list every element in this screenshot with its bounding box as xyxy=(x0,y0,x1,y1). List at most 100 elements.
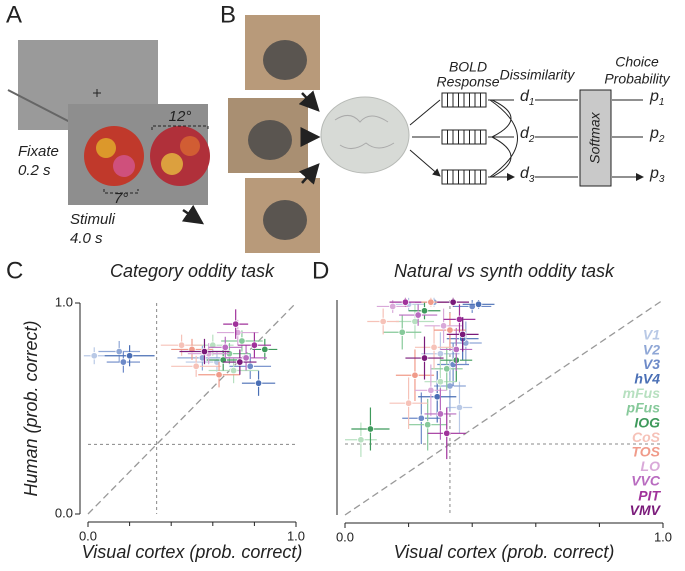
point xyxy=(430,343,438,351)
pair-arc xyxy=(489,99,518,178)
point xyxy=(379,317,387,326)
label: Choice xyxy=(615,54,659,70)
point xyxy=(436,410,445,418)
arrow xyxy=(181,204,205,225)
point xyxy=(90,352,98,360)
point xyxy=(443,429,451,437)
label: BOLD xyxy=(449,59,487,75)
point xyxy=(250,341,259,349)
point xyxy=(417,414,426,422)
symbol: d2 xyxy=(520,125,535,144)
x-tick-label: 0.0 xyxy=(336,529,354,544)
point xyxy=(398,328,406,336)
size-label: 12° xyxy=(169,108,192,125)
point xyxy=(261,345,269,354)
point xyxy=(246,362,254,370)
chart-title: Category oddity task xyxy=(110,261,275,281)
shadow xyxy=(7,89,71,123)
panel-b: BOLD Response Dissimilarity Choice Proba… xyxy=(228,15,671,253)
point xyxy=(452,345,460,354)
point xyxy=(427,298,435,306)
point xyxy=(455,315,464,324)
point xyxy=(231,320,240,328)
point xyxy=(474,300,483,308)
symbol-index: 1 xyxy=(529,97,535,108)
point xyxy=(125,352,134,360)
elephant xyxy=(263,200,307,240)
point xyxy=(238,337,246,345)
stimulus xyxy=(96,138,116,158)
legend-entry: VVC xyxy=(631,473,661,489)
point xyxy=(420,307,429,315)
arrow xyxy=(409,99,440,176)
phase-label: Stimuli xyxy=(70,211,116,228)
identity-line xyxy=(344,299,664,516)
size-label: 7° xyxy=(114,190,128,207)
point xyxy=(200,347,209,356)
symbol-letter: d xyxy=(520,88,530,105)
softmax-label: Softmax xyxy=(587,111,603,163)
point xyxy=(357,436,365,444)
point xyxy=(401,298,410,306)
panel-label: A xyxy=(6,1,22,28)
symbol: d3 xyxy=(520,165,535,184)
identity-line xyxy=(87,302,297,515)
response-vectors xyxy=(441,92,487,185)
point xyxy=(439,322,448,330)
point xyxy=(404,399,413,407)
panel-a: 12° 7° Fixate 0.2 s Stimuli 4.0 s xyxy=(7,40,210,247)
point xyxy=(455,403,464,412)
legend-entry: TOS xyxy=(631,444,660,460)
elephant xyxy=(263,40,307,80)
y-tick-label: 1.0 xyxy=(55,294,73,309)
stimulus xyxy=(84,126,144,186)
symbol-index: 2 xyxy=(528,134,535,145)
point xyxy=(446,382,454,390)
x-axis-label: Visual cortex (prob. correct) xyxy=(394,542,615,562)
point xyxy=(449,298,457,306)
softmax-box xyxy=(579,89,612,187)
point xyxy=(242,354,250,362)
point xyxy=(443,365,451,373)
elephant xyxy=(248,120,292,160)
arrow xyxy=(298,163,320,185)
panel-label: C xyxy=(6,257,23,284)
stimulus xyxy=(161,153,183,175)
panel-label: B xyxy=(220,1,236,28)
stimulus xyxy=(113,155,135,177)
legend-entry: V3 xyxy=(643,356,660,372)
legend-entry: IOG xyxy=(634,414,660,430)
y-axis-label: Human (prob. correct) xyxy=(21,320,41,496)
symbol-letter: d xyxy=(520,165,530,182)
x-tick-label: 1.0 xyxy=(287,528,305,543)
x-tick-label: 0.0 xyxy=(79,528,97,543)
point xyxy=(411,317,419,326)
charts: Category oddity task Visual cortex (prob.… xyxy=(21,261,672,562)
point xyxy=(423,421,432,429)
legend-entry: LO xyxy=(641,458,661,474)
point xyxy=(119,358,128,366)
legend-entry: hV4 xyxy=(634,371,660,387)
symbol-index: 2 xyxy=(658,134,665,145)
legend-entry: pFus xyxy=(626,400,661,416)
chart-title: Natural vs synth oddity task xyxy=(394,261,615,281)
symbol-index: 3 xyxy=(529,174,535,185)
arrow xyxy=(535,99,643,177)
point xyxy=(436,378,445,386)
arrow xyxy=(488,99,514,177)
label: Response xyxy=(436,74,499,90)
symbol-index: 1 xyxy=(659,97,665,108)
size-bracket xyxy=(103,125,209,194)
point xyxy=(215,371,223,379)
symbol-letter: p xyxy=(649,125,659,142)
point xyxy=(229,366,238,375)
panel-label: D xyxy=(312,257,329,284)
legend-entry: VMV xyxy=(630,502,662,518)
point xyxy=(177,341,186,349)
point xyxy=(254,379,263,387)
point xyxy=(411,371,419,379)
symbol: p1 xyxy=(649,88,664,107)
phase-time: 4.0 s xyxy=(70,230,103,247)
